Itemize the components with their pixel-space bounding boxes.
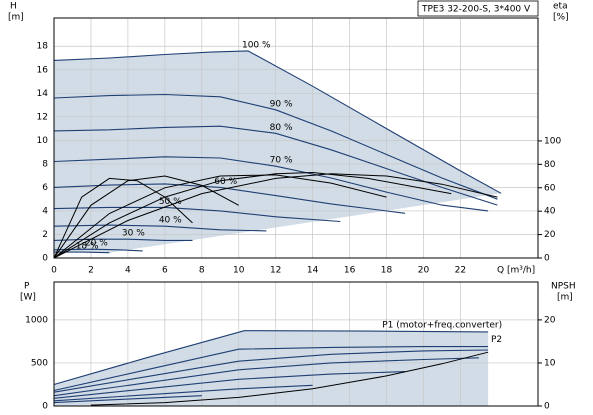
y2-tick-label: 0 — [544, 402, 550, 412]
curve-label: P1 (motor+freq.converter) — [382, 320, 502, 330]
y-axis-label: H — [10, 2, 17, 12]
x-tick-label: 12 — [270, 266, 281, 276]
curve — [53, 174, 387, 259]
curve — [53, 224, 267, 232]
y-tick-label: 12 — [37, 112, 48, 122]
x-tick-label: 6 — [162, 266, 168, 276]
curve — [53, 183, 406, 214]
curve-label: 70 % — [270, 156, 293, 166]
curve — [53, 330, 489, 386]
x-tick-label: 22 — [455, 266, 466, 276]
chart-title: TPE3 32-200-S, 3*400 V — [421, 5, 531, 15]
y-tick-label: 0 — [42, 254, 48, 264]
curve-label: 30 % — [122, 229, 145, 239]
curve-label: 80 % — [270, 123, 293, 133]
curve — [53, 206, 341, 223]
curve — [53, 171, 452, 259]
y2-tick-label: 80 — [544, 160, 556, 170]
x-tick-label: 16 — [344, 266, 356, 276]
y-tick-label: 1000 — [25, 315, 48, 325]
x-tick-label: 14 — [307, 266, 319, 276]
curve — [53, 346, 489, 392]
curve — [90, 351, 489, 406]
x-tick-label: 2 — [88, 266, 94, 276]
y2-tick-label: 20 — [544, 315, 556, 325]
curve — [53, 173, 498, 259]
curve — [53, 238, 193, 241]
curve-label: 20 % — [85, 239, 108, 249]
plot-frame — [53, 281, 539, 407]
curve — [53, 384, 313, 402]
y-tick-label: 4 — [42, 206, 48, 216]
y2-axis-unit: [m] — [557, 293, 573, 303]
plot-frame — [53, 17, 539, 259]
y2-tick-label: 40 — [544, 207, 556, 217]
y-tick-label: 500 — [31, 358, 48, 368]
x-tick-label: 8 — [199, 266, 205, 276]
curve — [53, 349, 489, 393]
x-tick-label: 0 — [51, 266, 57, 276]
x-tick-label: 4 — [125, 266, 131, 276]
curve-label: 100 % — [242, 40, 271, 50]
y-tick-label: 18 — [37, 42, 49, 52]
y-tick-label: 8 — [42, 159, 48, 169]
y-tick-label: 16 — [37, 65, 49, 75]
curve-label: 90 % — [270, 99, 293, 109]
y2-axis-label: NPSH — [551, 282, 576, 292]
x-tick-label: 20 — [418, 266, 430, 276]
y-tick-label: 10 — [37, 136, 49, 146]
y2-axis-label: eta — [553, 2, 568, 12]
curve-label: 40 % — [159, 216, 182, 226]
curve — [53, 50, 502, 194]
y-tick-label: 6 — [42, 183, 48, 193]
y2-axis-unit: [%] — [553, 13, 569, 23]
curve — [53, 93, 498, 200]
curve — [53, 248, 143, 252]
operating-area — [54, 50, 502, 253]
y2-tick-label: 60 — [544, 183, 556, 193]
y2-tick-label: 100 — [544, 136, 561, 146]
y-axis-unit: [W] — [20, 293, 36, 303]
y2-tick-label: 0 — [544, 254, 550, 264]
y2-tick-label: 10 — [544, 358, 556, 368]
curve — [53, 177, 193, 259]
y-tick-label: 2 — [42, 230, 48, 240]
y-axis-unit: [m] — [8, 13, 24, 23]
curve-label: P2 — [491, 335, 502, 345]
curve-label: 18 % — [76, 242, 99, 252]
y-tick-label: 14 — [37, 89, 49, 99]
curve — [53, 395, 202, 404]
curve — [53, 156, 489, 212]
y2-tick-label: 20 — [544, 230, 556, 240]
y-tick-label: 0 — [42, 402, 48, 412]
curve — [53, 371, 406, 399]
x-axis-label: Q [m³/h] — [497, 266, 535, 276]
curve — [53, 175, 239, 259]
x-tick-label: 18 — [381, 266, 393, 276]
curve — [53, 357, 479, 397]
x-tick-label: 10 — [233, 266, 245, 276]
title-box — [417, 0, 539, 17]
curve-label: 60 % — [214, 177, 237, 187]
y-axis-label: P — [24, 282, 30, 292]
